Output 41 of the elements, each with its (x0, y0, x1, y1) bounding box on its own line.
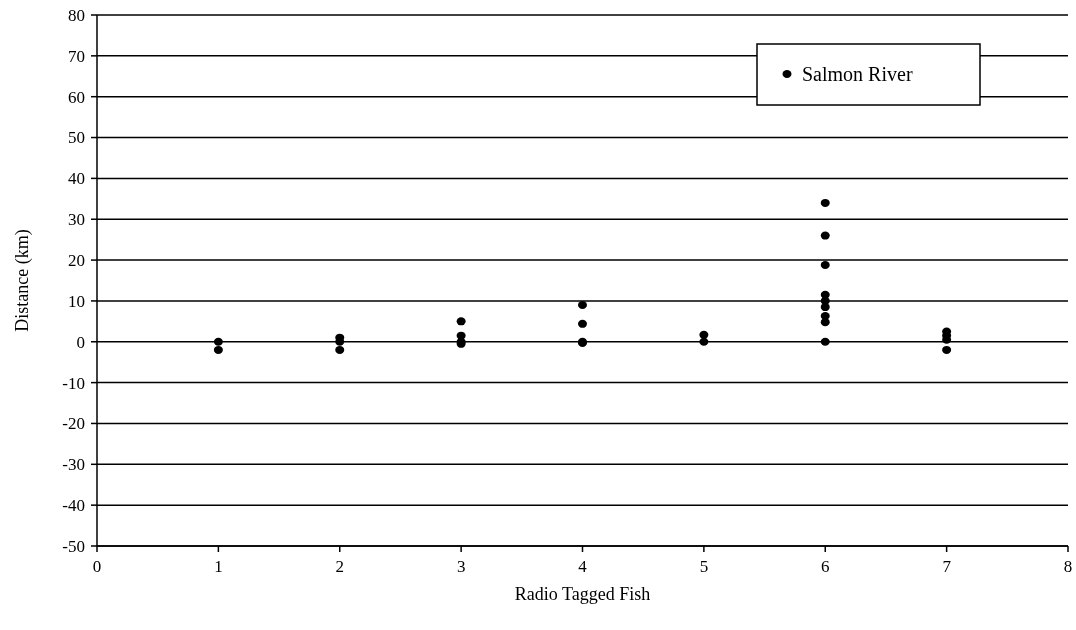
y-axis-title: Distance (km) (12, 229, 33, 332)
point (820, 231, 830, 240)
y-tick-label: 10 (68, 291, 85, 311)
point (699, 337, 709, 346)
y-tick-label: 0 (76, 332, 85, 352)
x-tick-label: 3 (456, 557, 466, 576)
y-tick-label: 60 (68, 87, 85, 107)
point (942, 345, 952, 354)
y-tick-label: -30 (62, 455, 85, 475)
point (213, 337, 223, 346)
point (578, 319, 587, 328)
y-tick-label: 40 (68, 169, 85, 189)
point (820, 337, 830, 346)
y-tick-label: 50 (68, 128, 85, 148)
x-tick-label: 2 (335, 557, 344, 576)
y-tick-label: 70 (68, 46, 85, 66)
point (335, 345, 345, 354)
point (820, 318, 830, 327)
y-tick-label: -50 (62, 536, 85, 556)
x-tick-label: 7 (942, 557, 952, 576)
x-tick-label: 8 (1063, 557, 1073, 576)
point (578, 301, 587, 310)
point (213, 345, 223, 354)
point (820, 198, 830, 207)
x-tick-label: 0 (92, 557, 102, 576)
y-tick-label: -40 (62, 496, 85, 516)
point (456, 317, 466, 326)
y-tick-label: 20 (68, 251, 85, 271)
point (820, 260, 830, 269)
y-tick-label: -20 (62, 414, 85, 434)
point (699, 330, 709, 339)
x-tick-label: 5 (699, 557, 709, 576)
legend-label: Salmon River (802, 63, 913, 85)
y-tick-label: 80 (68, 5, 85, 25)
x-tick-label: 1 (214, 557, 223, 576)
x-axis-title: Radio Tagged Fish (514, 584, 651, 604)
x-tick-label: 4 (578, 557, 588, 576)
y-tick-label: 30 (68, 210, 85, 230)
x-tick-label: 6 (821, 557, 830, 576)
y-tick-label: -10 (62, 373, 85, 393)
point (820, 303, 830, 312)
